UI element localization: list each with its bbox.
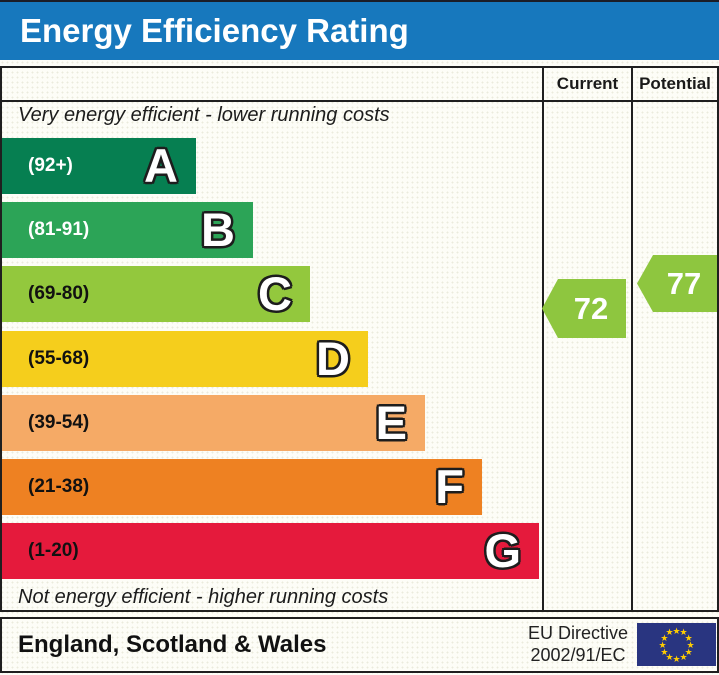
eu-directive-line2: 2002/91/EC (530, 645, 626, 665)
eu-flag-star: ★ (672, 625, 681, 636)
top-note: Very energy efficient - lower running co… (18, 104, 390, 126)
band-letter: E (375, 396, 407, 449)
band-range-label: (69-80) (28, 283, 90, 304)
top-edge-line (0, 0, 719, 2)
potential-column-divider (631, 68, 633, 610)
band-range-label: (92+) (28, 155, 73, 176)
eu-flag-star: ★ (660, 646, 669, 657)
band-letter: B (201, 203, 235, 256)
eu-flag-star: ★ (660, 632, 669, 643)
table-header-row: Current Potential (2, 68, 717, 102)
band-c: (69-80) C (2, 266, 310, 322)
eu-flag-star: ★ (684, 632, 693, 643)
bottom-note: Not energy efficient - higher running co… (18, 586, 389, 608)
band-range-label: (81-91) (28, 219, 90, 240)
eu-flag-star: ★ (665, 627, 674, 638)
current-rating-value: 72 (573, 291, 609, 326)
band-g: (1-20) G (2, 523, 539, 579)
eu-directive-label: EU Directive 2002/91/EC (528, 622, 628, 666)
eu-flag-star: ★ (679, 627, 688, 638)
band-letter: F (435, 460, 464, 513)
eu-flag-star: ★ (665, 651, 674, 662)
page-title: Energy Efficiency Rating (20, 12, 409, 49)
band-letter: D (316, 332, 350, 385)
band-range-label: (21-38) (28, 476, 90, 497)
band-letter: A (144, 139, 178, 192)
title-bar: Energy Efficiency Rating (0, 2, 719, 60)
band-letter: G (484, 524, 521, 577)
eu-directive-line1: EU Directive (527, 623, 628, 643)
eu-flag-star: ★ (684, 646, 693, 657)
band-f: (21-38) F (2, 459, 482, 515)
eu-flag-star: ★ (679, 651, 688, 662)
band-letter: C (258, 267, 292, 320)
band-a: (92+) A (2, 138, 196, 194)
potential-column-header: Potential (639, 74, 711, 93)
band-range-label: (1-20) (28, 540, 79, 561)
current-rating-arrow: 72 (542, 279, 626, 338)
eu-flag-star: ★ (658, 639, 667, 650)
potential-rating-value: 77 (666, 266, 702, 301)
eu-flag-star: ★ (686, 639, 695, 650)
eu-flag-star: ★ (672, 653, 681, 664)
band-e: (39-54) E (2, 395, 425, 451)
potential-rating-arrow: 77 (637, 255, 717, 312)
current-column-header: Current (556, 74, 619, 93)
footer-bar: England, Scotland & Wales EU Directive 2… (0, 617, 719, 673)
rating-table: Current Potential Very energy efficient … (0, 66, 719, 612)
band-d: (55-68) D (2, 331, 368, 387)
current-column-divider (542, 68, 544, 610)
region-label: England, Scotland & Wales (18, 631, 327, 658)
band-range-label: (55-68) (28, 348, 90, 369)
eu-flag-icon: ★ ★ ★ ★ ★ ★ ★ ★ ★ ★ ★ ★ (637, 623, 716, 666)
band-range-label: (39-54) (28, 412, 90, 433)
band-b: (81-91) B (2, 202, 253, 258)
